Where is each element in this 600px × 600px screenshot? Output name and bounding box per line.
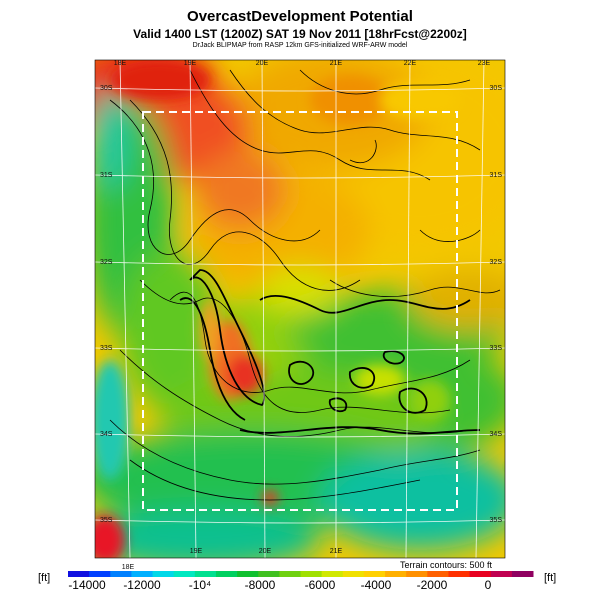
scale-label: -6000	[305, 578, 336, 592]
left-lat-label: 34S	[100, 431, 113, 438]
bottom-lon-labels: 18E 19E 20E 21E	[122, 548, 343, 571]
color-scale	[68, 571, 534, 577]
left-lat-labels: 30S 31S 32S 33S 34S 35S	[100, 85, 113, 524]
color-swatch	[448, 571, 471, 577]
left-lat-label: 31S	[100, 172, 113, 179]
right-lat-label: 32S	[490, 259, 503, 266]
right-lat-label: 34S	[490, 431, 503, 438]
scale-label: -2000	[417, 578, 448, 592]
color-swatch	[68, 571, 90, 577]
color-swatch	[511, 571, 534, 577]
color-swatch	[237, 571, 259, 577]
scale-label: -14000	[68, 578, 106, 592]
terrain-contour-note: Terrain contours: 500 ft	[398, 560, 495, 570]
color-swatch	[215, 571, 238, 577]
scale-label: 0	[485, 578, 492, 592]
top-lon-label: 18E	[114, 60, 127, 67]
scale-unit-left: [ft]	[38, 572, 51, 584]
color-swatch	[279, 571, 301, 577]
color-swatch	[89, 571, 111, 577]
bottom-lon-label: 19E	[190, 548, 203, 555]
right-lat-label: 33S	[490, 345, 503, 352]
right-lat-labels: 30S 31S 32S 33S 34S 35S	[490, 85, 503, 524]
terrain-contours	[109, 69, 501, 501]
top-lon-label: 23E	[478, 60, 491, 67]
map-title: OvercastDevelopment Potential	[187, 8, 413, 25]
color-swatch	[363, 571, 386, 577]
left-lat-label: 33S	[100, 345, 113, 352]
color-swatch	[131, 571, 154, 577]
color-swatch	[385, 571, 407, 577]
color-swatch	[173, 571, 196, 577]
top-lon-label: 22E	[404, 60, 417, 67]
top-lon-label: 21E	[330, 60, 343, 67]
inner-domain-box	[142, 111, 458, 511]
right-lat-label: 35S	[490, 517, 503, 524]
scale-label: -8000	[245, 578, 276, 592]
color-swatch	[469, 571, 492, 577]
right-lat-label: 30S	[490, 85, 503, 92]
map-subtitle: Valid 1400 LST (1200Z) SAT 19 Nov 2011 […	[133, 27, 467, 41]
bottom-lon-label: 20E	[259, 548, 272, 555]
scale-label: -4000	[361, 578, 392, 592]
left-lat-label: 30S	[100, 85, 113, 92]
scale-label: -12000	[123, 578, 161, 592]
right-lat-label: 31S	[490, 172, 503, 179]
color-swatch	[258, 571, 280, 577]
scale-label: -10⁴	[189, 578, 212, 592]
potential-field	[95, 60, 505, 558]
color-swatch	[300, 571, 323, 577]
top-lon-label: 20E	[256, 60, 269, 67]
top-lon-label: 19E	[184, 60, 197, 67]
color-swatch	[342, 571, 365, 577]
color-swatch	[152, 571, 175, 577]
color-swatch	[110, 571, 132, 577]
bottom-lon-label: 21E	[330, 548, 343, 555]
top-lon-labels: 18E 19E 20E 21E 22E 23E	[114, 60, 491, 67]
color-swatch	[194, 571, 217, 577]
graticule	[95, 60, 505, 558]
color-swatch	[406, 571, 428, 577]
color-scale-labels: -14000 -12000 -10⁴ -8000 -6000 -4000 -20…	[68, 578, 491, 592]
scale-unit-right: [ft]	[544, 572, 557, 584]
color-swatch	[321, 571, 344, 577]
left-lat-label: 35S	[100, 517, 113, 524]
color-swatch	[427, 571, 449, 577]
map-frame	[94, 59, 506, 559]
bottom-lon-label: 18E	[122, 564, 135, 571]
color-swatch	[490, 571, 513, 577]
map-byline: DrJack BLIPMAP from RASP 12km GFS-initia…	[192, 42, 408, 49]
left-lat-label: 32S	[100, 259, 113, 266]
